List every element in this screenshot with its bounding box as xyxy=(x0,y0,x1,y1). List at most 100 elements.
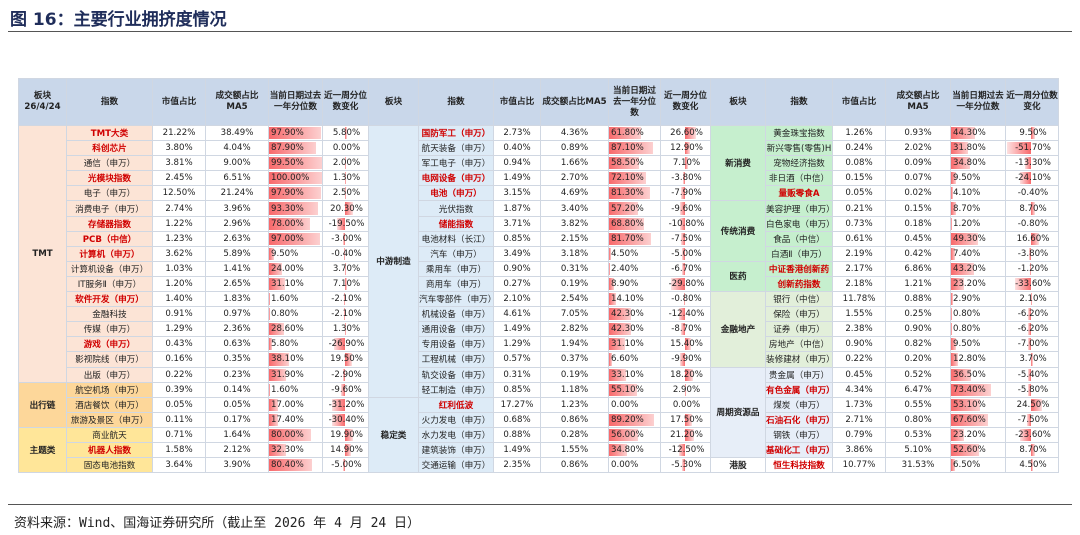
row: TMT TMT大类 21.22% 38.49% 97.90% 5.80% 中游制造 国防军工（… xyxy=(18,124,1059,398)
value-cell: 2.36% xyxy=(205,321,269,338)
crowding-table: 板块 26/4/24 指数 市值占比 成交额占比MA5 当前日期过去一年分位数 近一周分位数… xyxy=(18,78,1059,474)
change-cell: 5.80% xyxy=(322,124,369,142)
value-cell: 0.61% xyxy=(832,230,886,247)
index-name: 银行（中信） xyxy=(765,291,833,308)
index-name: 科创芯片 xyxy=(66,140,153,157)
index-name: 白色家电（申万） xyxy=(765,215,833,232)
index-name: 白酒Ⅱ（申万） xyxy=(765,245,833,262)
data-bar xyxy=(269,247,275,260)
data-bar xyxy=(269,413,279,426)
percentile-cell: 36.50% xyxy=(950,366,1006,383)
value-cell: 0.57% xyxy=(493,351,541,368)
value-cell: 0.05% xyxy=(832,185,886,202)
data-bar xyxy=(343,368,345,381)
row: 通信（申万） 3.81% 9.00% 99.50% 2.00% 军工电子（申万） 0.94%… xyxy=(19,155,1059,172)
cell-text: 23.20% xyxy=(953,429,986,440)
data-bar xyxy=(269,293,270,306)
data-bar xyxy=(680,202,685,215)
cell-text: -2.10% xyxy=(331,309,362,320)
value-cell: 0.45% xyxy=(885,230,951,247)
cell-text: -13.30% xyxy=(1015,158,1051,169)
data-bar xyxy=(679,217,685,230)
row: 固态电池指数 3.64% 3.90% 80.40% -5.00% 交通运输（申万） 2.35… xyxy=(19,457,1059,474)
change-cell: 2.10% xyxy=(1005,291,1059,308)
header-cell: 当前日期过去一年分位数 xyxy=(268,78,323,126)
data-bar xyxy=(609,127,641,140)
cell-text: 81.30% xyxy=(611,188,644,199)
header-text: 板块 xyxy=(384,96,403,107)
value-cell: 1.29% xyxy=(493,336,541,353)
cell-text: 23.20% xyxy=(953,278,986,289)
value-cell: 1.49% xyxy=(493,441,541,459)
cell-text: 12.90% xyxy=(670,143,703,154)
change-cell: -5.40% xyxy=(1005,366,1059,383)
cell-text: -31.20% xyxy=(328,399,365,410)
change-cell: -2.10% xyxy=(322,291,369,308)
section-label: 金融地产 xyxy=(710,291,766,368)
change-cell: -7.00% xyxy=(1005,336,1059,353)
value-cell: 2.02% xyxy=(885,140,951,157)
header-cell: 指数 xyxy=(66,78,153,126)
change-cell: -26.90% xyxy=(322,336,369,353)
data-bar xyxy=(684,368,693,381)
cell-text: 36.50% xyxy=(953,369,986,380)
change-cell: 15.40% xyxy=(660,336,711,353)
index-name: 装修建材（申万） xyxy=(765,351,833,368)
data-bar xyxy=(609,428,638,441)
value-cell: 0.37% xyxy=(540,351,609,368)
cell-text: 52.60% xyxy=(953,445,986,456)
cell-text: 44.30% xyxy=(953,128,986,139)
value-cell: 12.50% xyxy=(152,185,206,202)
value-cell: 0.45% xyxy=(832,366,886,383)
change-cell: 2.50% xyxy=(322,185,369,202)
percentile-cell: 31.80% xyxy=(950,140,1006,157)
cell-text: 31.10% xyxy=(271,278,304,289)
index-name: 国防军工（申万） xyxy=(418,124,494,142)
value-cell: 1.87% xyxy=(493,200,541,217)
cell-text: 0.80% xyxy=(271,309,299,320)
index-name: 机械设备（申万） xyxy=(418,306,494,323)
cell-text: 32.30% xyxy=(271,445,304,456)
cell-text: 4.50% xyxy=(611,248,639,259)
data-bar xyxy=(684,127,697,140)
data-bar xyxy=(682,247,685,260)
cell-text: -1.20% xyxy=(1017,263,1049,274)
percentile-cell: 6.60% xyxy=(608,351,661,368)
value-cell: 4.61% xyxy=(493,306,541,323)
section-label: 新消费 xyxy=(710,124,766,202)
percentile-cell: 23.20% xyxy=(950,275,1006,293)
cell-text: 5.80% xyxy=(332,128,361,139)
index-name: 专用设备（申万） xyxy=(418,336,494,353)
percentile-cell: 42.30% xyxy=(608,321,661,338)
data-bar xyxy=(344,172,346,185)
value-cell: 2.10% xyxy=(493,291,541,308)
data-bar xyxy=(344,353,353,366)
percentile-cell: 44.30% xyxy=(950,124,1006,142)
data-bar xyxy=(609,172,646,185)
percentile-cell: 1.60% xyxy=(268,291,323,308)
percentile-cell: 80.40% xyxy=(268,457,323,474)
change-cell: -23.60% xyxy=(1005,426,1059,443)
value-cell: 0.90% xyxy=(885,321,951,338)
change-cell: 17.50% xyxy=(660,411,711,428)
change-cell: 1.30% xyxy=(322,170,369,187)
data-bar xyxy=(269,443,287,457)
index-name: 机器人指数 xyxy=(66,441,153,459)
section-label: 出行链 xyxy=(18,381,67,428)
cell-text: 1.60% xyxy=(271,294,299,305)
percentile-cell: 78.00% xyxy=(268,215,323,232)
cell-text: 34.80% xyxy=(611,445,644,456)
value-cell: 2.82% xyxy=(540,321,609,338)
cell-text: 89.20% xyxy=(611,414,644,425)
data-bar xyxy=(951,262,975,275)
cell-text: 58.50% xyxy=(611,158,644,169)
cell-text: -6.70% xyxy=(671,263,702,274)
cell-text: 17.50% xyxy=(670,414,703,425)
cell-text: -12.50% xyxy=(668,445,705,456)
cell-text: 5.80% xyxy=(271,339,299,350)
cell-text: 12.80% xyxy=(953,354,986,365)
value-cell: 1.49% xyxy=(493,170,541,187)
data-bar xyxy=(269,383,270,396)
section-label: 医药 xyxy=(710,260,766,293)
cell-text: 4.10% xyxy=(953,188,981,199)
